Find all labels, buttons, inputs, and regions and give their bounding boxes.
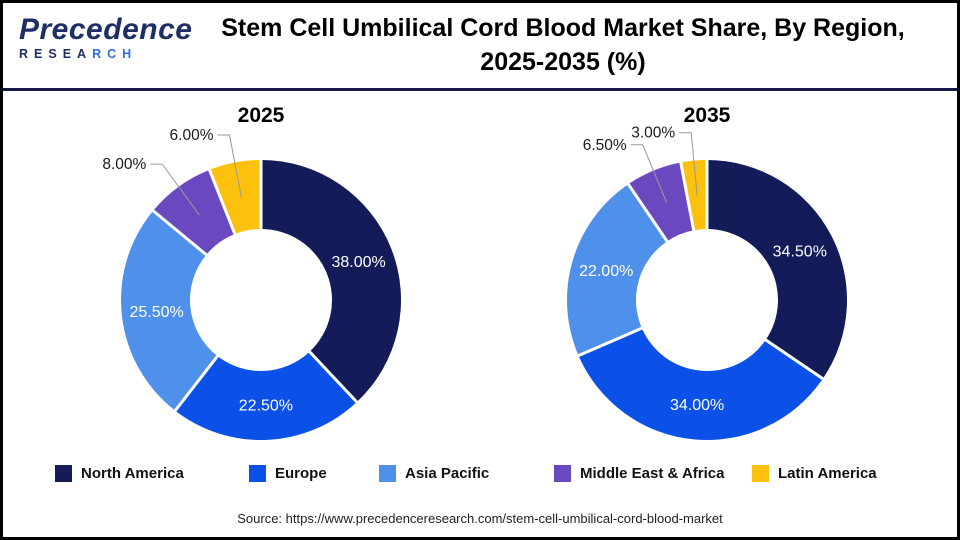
slice-label-middle-east-africa: 6.50%: [583, 137, 627, 154]
slice-separator: [151, 208, 209, 257]
label-leader-line: [679, 132, 698, 196]
legend-item-latin-america: Latin America: [752, 465, 877, 482]
legend-swatch-icon: [554, 465, 571, 482]
slice-separator: [679, 161, 696, 232]
legend-swatch-icon: [379, 465, 396, 482]
slice-label-north-america: 38.00%: [331, 254, 385, 271]
slice-label-asia-pacific: 22.00%: [579, 263, 633, 280]
slice-label-europe: 34.00%: [670, 397, 724, 414]
slice-separator: [764, 338, 825, 381]
pie-slice-europe: [578, 328, 823, 441]
logo-subtitle-light: RCH: [92, 47, 138, 61]
slice-label-latin-america: 6.00%: [170, 127, 214, 144]
slice-separator: [173, 354, 220, 413]
slice-label-north-america: 34.50%: [773, 243, 827, 260]
slice-label-europe: 22.50%: [239, 397, 293, 414]
logo-subtitle-dark: RESEA: [19, 47, 93, 61]
legend-swatch-icon: [752, 465, 769, 482]
pie-slice-middle-east-africa: [153, 169, 235, 255]
legend-swatch-icon: [249, 465, 266, 482]
label-leader-line: [150, 163, 200, 216]
pie-slice-north-america: [261, 160, 402, 403]
logo-brand-name: Precedence: [19, 13, 193, 46]
page-title-line1: Stem Cell Umbilical Cord Blood Market Sh…: [221, 14, 905, 42]
chart-title-2025: 2025: [237, 104, 285, 127]
legend-item-north-america: North America: [55, 465, 184, 482]
legend-label: North America: [81, 465, 184, 482]
chart-legend: North America Europe Asia Pacific Middle Ea…: [3, 465, 957, 493]
page-title: Stem Cell Umbilical Cord Blood Market Sh…: [183, 11, 943, 79]
pie-slice-latin-america: [680, 160, 707, 231]
pie-slice-latin-america: [209, 160, 261, 234]
legend-item-middle-east-africa: Middle East & Africa: [554, 465, 724, 482]
slice-separator: [207, 168, 237, 236]
source-citation: Source: https://www.precedenceresearch.c…: [237, 511, 723, 526]
pie-slice-europe: [175, 351, 357, 441]
legend-label: Asia Pacific: [405, 465, 490, 482]
label-leader-line: [217, 134, 242, 197]
donut-chart-2025: 38.00% 22.50% 25.50% 8.00% 6.00%: [102, 127, 402, 441]
legend-swatch-icon: [55, 465, 72, 482]
legend-label: Europe: [275, 465, 327, 482]
legend-item-asia-pacific: Asia Pacific: [379, 465, 489, 482]
donut-chart-2035: 34.50% 34.00% 22.00% 6.50%3.00%: [566, 125, 847, 441]
pie-slice-north-america: [707, 160, 847, 379]
slice-separator: [307, 350, 359, 404]
slice-separator: [626, 182, 669, 243]
legend-item-europe: Europe: [249, 465, 327, 482]
pie-slice-middle-east-africa: [628, 162, 694, 242]
slice-label-asia-pacific: 25.50%: [129, 304, 183, 321]
label-leader-line: [630, 144, 668, 204]
precedence-research-logo: Precedence RESEARCH: [19, 13, 193, 62]
chart-title-2035: 2035: [683, 104, 731, 127]
pie-slice-asia-pacific: [121, 210, 218, 411]
slice-label-latin-america: 3.00%: [631, 125, 675, 142]
slice-separator: [577, 326, 644, 358]
header-divider: [3, 88, 957, 91]
logo-subtitle: RESEARCH: [19, 47, 189, 61]
legend-label: Middle East & Africa: [580, 465, 725, 482]
slice-label-middle-east-africa: 8.00%: [102, 156, 146, 173]
pie-slice-asia-pacific: [566, 184, 668, 356]
page-title-line2: 2025-2035 (%): [480, 48, 646, 76]
logo-leaf-p-icon: Precedence: [19, 13, 193, 46]
legend-label: Latin America: [778, 465, 877, 482]
